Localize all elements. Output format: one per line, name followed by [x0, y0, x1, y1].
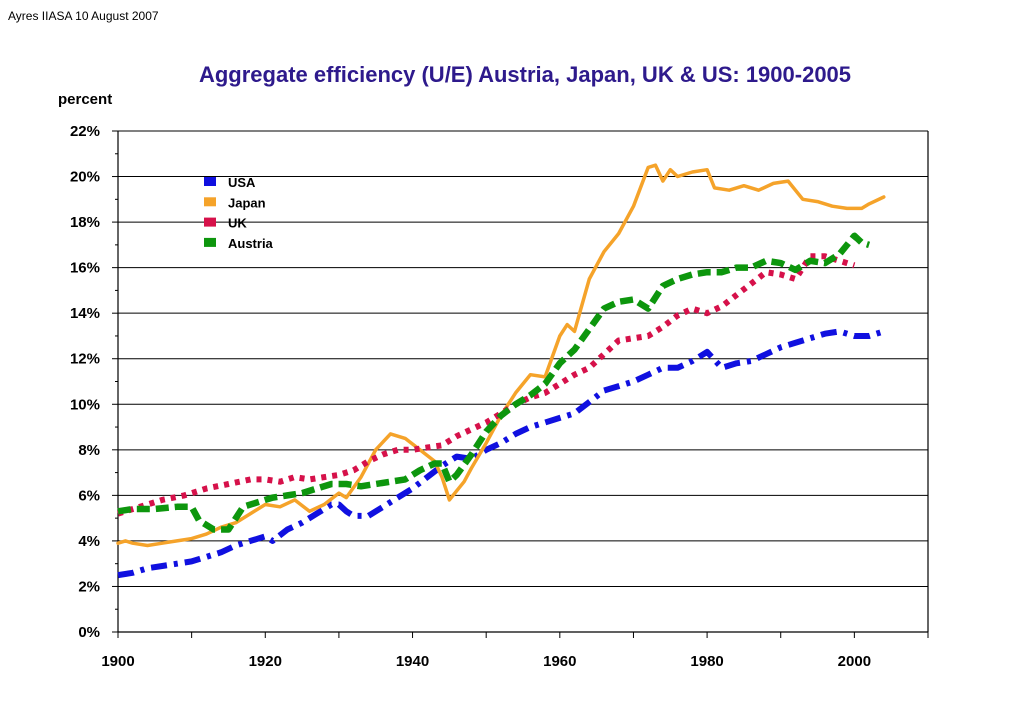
x-tick-label: 1980: [690, 653, 723, 670]
y-tick-label: 16%: [70, 260, 100, 277]
series-line-austria: [117, 232, 871, 533]
legend-swatch-japan: [204, 197, 216, 207]
chart-title: Aggregate efficiency (U/E) Austria, Japa…: [198, 62, 852, 87]
legend-label-uk: UK: [228, 216, 247, 231]
legend-swatch-uk: [204, 217, 216, 227]
y-tick-label: 22%: [70, 123, 100, 140]
series-line-uk: [117, 253, 856, 517]
x-tick-label: 1920: [249, 653, 282, 670]
x-tick-label: 2000: [838, 653, 871, 670]
legend-swatch-austria: [204, 237, 216, 247]
grid-lines: [118, 130, 928, 587]
y-tick-label: 6%: [78, 487, 100, 504]
series-lines: [116, 163, 886, 579]
y-tick-label: 0%: [78, 624, 100, 641]
x-tick-label: 1900: [101, 653, 134, 670]
legend: USA Japan UK Austria: [204, 175, 274, 251]
y-tick-label: 18%: [70, 214, 100, 231]
series-line-usa: [117, 328, 885, 579]
axes: [112, 130, 929, 638]
y-tick-label: 12%: [70, 351, 100, 368]
x-tick-label: 1940: [396, 653, 429, 670]
legend-label-japan: Japan: [228, 195, 266, 210]
tick-labels: 0% 2% 4% 6% 8% 10% 12% 14% 16% 18% 20% 22% 1900 1920 1…: [70, 123, 871, 670]
y-tick-label: 20%: [70, 169, 100, 186]
legend-swatch-usa: [204, 177, 216, 186]
y-tick-label: 4%: [78, 533, 100, 550]
y-tick-label: 14%: [70, 305, 100, 322]
y-tick-label: 10%: [70, 396, 100, 413]
header-note: Ayres IIASA 10 August 2007: [8, 9, 159, 23]
legend-label-usa: USA: [228, 175, 256, 190]
y-tick-label: 2%: [78, 578, 100, 595]
y-tick-label: 8%: [78, 442, 100, 459]
x-tick-label: 1960: [543, 653, 576, 670]
legend-label-austria: Austria: [228, 236, 274, 251]
y-axis-label: percent: [58, 91, 113, 108]
